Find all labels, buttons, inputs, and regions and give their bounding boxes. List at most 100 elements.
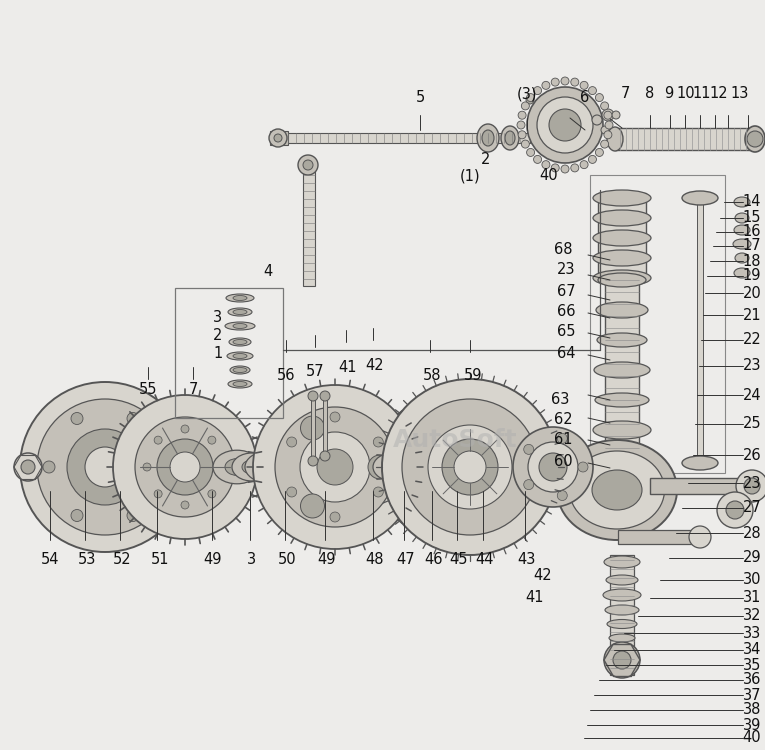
Circle shape <box>539 453 567 481</box>
Bar <box>605 275 639 455</box>
Circle shape <box>382 379 558 555</box>
Circle shape <box>301 416 324 440</box>
Text: 34: 34 <box>743 643 761 658</box>
Text: 23: 23 <box>743 476 761 490</box>
Ellipse shape <box>593 210 651 226</box>
Text: 38: 38 <box>743 703 761 718</box>
Circle shape <box>253 385 417 549</box>
Ellipse shape <box>734 268 750 278</box>
Bar <box>28 461 573 471</box>
Ellipse shape <box>256 459 278 475</box>
Text: 11: 11 <box>693 86 711 101</box>
Bar <box>590 175 725 473</box>
Ellipse shape <box>397 459 419 475</box>
Ellipse shape <box>734 225 750 235</box>
Ellipse shape <box>604 556 640 568</box>
Ellipse shape <box>227 352 253 360</box>
Text: 67: 67 <box>557 284 575 299</box>
Ellipse shape <box>592 470 642 510</box>
Circle shape <box>157 439 213 495</box>
Circle shape <box>604 111 612 119</box>
Circle shape <box>113 395 257 539</box>
Circle shape <box>320 451 330 461</box>
Circle shape <box>181 425 189 433</box>
Text: 49: 49 <box>317 553 337 568</box>
Bar <box>605 193 639 271</box>
Text: 41: 41 <box>339 361 357 376</box>
Circle shape <box>578 462 588 472</box>
Circle shape <box>170 452 200 482</box>
Text: (1): (1) <box>460 169 480 184</box>
Text: 33: 33 <box>743 626 761 640</box>
Text: 51: 51 <box>151 553 169 568</box>
Text: 5: 5 <box>415 89 425 104</box>
Circle shape <box>67 429 143 505</box>
Text: 59: 59 <box>464 368 482 382</box>
Text: 48: 48 <box>366 553 384 568</box>
Ellipse shape <box>593 190 651 206</box>
Ellipse shape <box>228 380 252 388</box>
Circle shape <box>612 111 620 119</box>
Text: 22: 22 <box>743 332 761 347</box>
Bar <box>610 555 634 675</box>
Text: 21: 21 <box>743 308 761 322</box>
Text: 43: 43 <box>518 553 536 568</box>
Ellipse shape <box>233 310 247 314</box>
Circle shape <box>537 97 593 153</box>
Text: 42: 42 <box>366 358 384 373</box>
Circle shape <box>595 148 604 157</box>
Text: 49: 49 <box>203 553 223 568</box>
Circle shape <box>526 148 535 157</box>
Circle shape <box>219 463 227 471</box>
Ellipse shape <box>228 308 252 316</box>
Bar <box>270 131 288 145</box>
Text: 46: 46 <box>425 553 443 568</box>
Text: 40: 40 <box>539 169 558 184</box>
Ellipse shape <box>482 130 494 146</box>
Ellipse shape <box>213 450 261 484</box>
Ellipse shape <box>569 451 665 529</box>
Text: 47: 47 <box>397 553 415 568</box>
Circle shape <box>513 427 593 507</box>
Circle shape <box>428 425 512 509</box>
Circle shape <box>524 480 534 490</box>
Text: 63: 63 <box>551 392 569 407</box>
Ellipse shape <box>245 452 289 482</box>
Text: 28: 28 <box>743 526 761 541</box>
Text: 55: 55 <box>138 382 158 398</box>
Text: (3): (3) <box>516 86 537 101</box>
Circle shape <box>330 512 340 522</box>
Text: 64: 64 <box>557 346 575 362</box>
Text: 14: 14 <box>743 194 761 209</box>
Text: 62: 62 <box>554 413 572 428</box>
Ellipse shape <box>598 273 646 287</box>
Circle shape <box>14 453 42 481</box>
Text: 7: 7 <box>188 382 197 398</box>
Ellipse shape <box>682 456 718 470</box>
Text: 37: 37 <box>743 688 761 703</box>
Text: 15: 15 <box>743 211 761 226</box>
Ellipse shape <box>594 362 650 378</box>
Circle shape <box>317 449 353 485</box>
Text: 17: 17 <box>743 238 761 254</box>
Circle shape <box>526 94 535 101</box>
Circle shape <box>181 501 189 509</box>
Circle shape <box>518 111 526 119</box>
Circle shape <box>747 131 763 147</box>
Circle shape <box>592 115 602 125</box>
Circle shape <box>135 417 235 517</box>
Text: 10: 10 <box>677 86 695 101</box>
Circle shape <box>561 77 569 85</box>
Ellipse shape <box>373 453 413 481</box>
Text: 32: 32 <box>743 608 761 623</box>
Text: 45: 45 <box>450 553 468 568</box>
Circle shape <box>588 155 597 164</box>
Circle shape <box>527 87 603 163</box>
Circle shape <box>526 96 534 104</box>
Ellipse shape <box>593 421 651 439</box>
Circle shape <box>368 455 392 479</box>
Circle shape <box>580 160 588 169</box>
Circle shape <box>605 121 613 129</box>
Text: 8: 8 <box>646 86 655 101</box>
Circle shape <box>373 487 383 497</box>
